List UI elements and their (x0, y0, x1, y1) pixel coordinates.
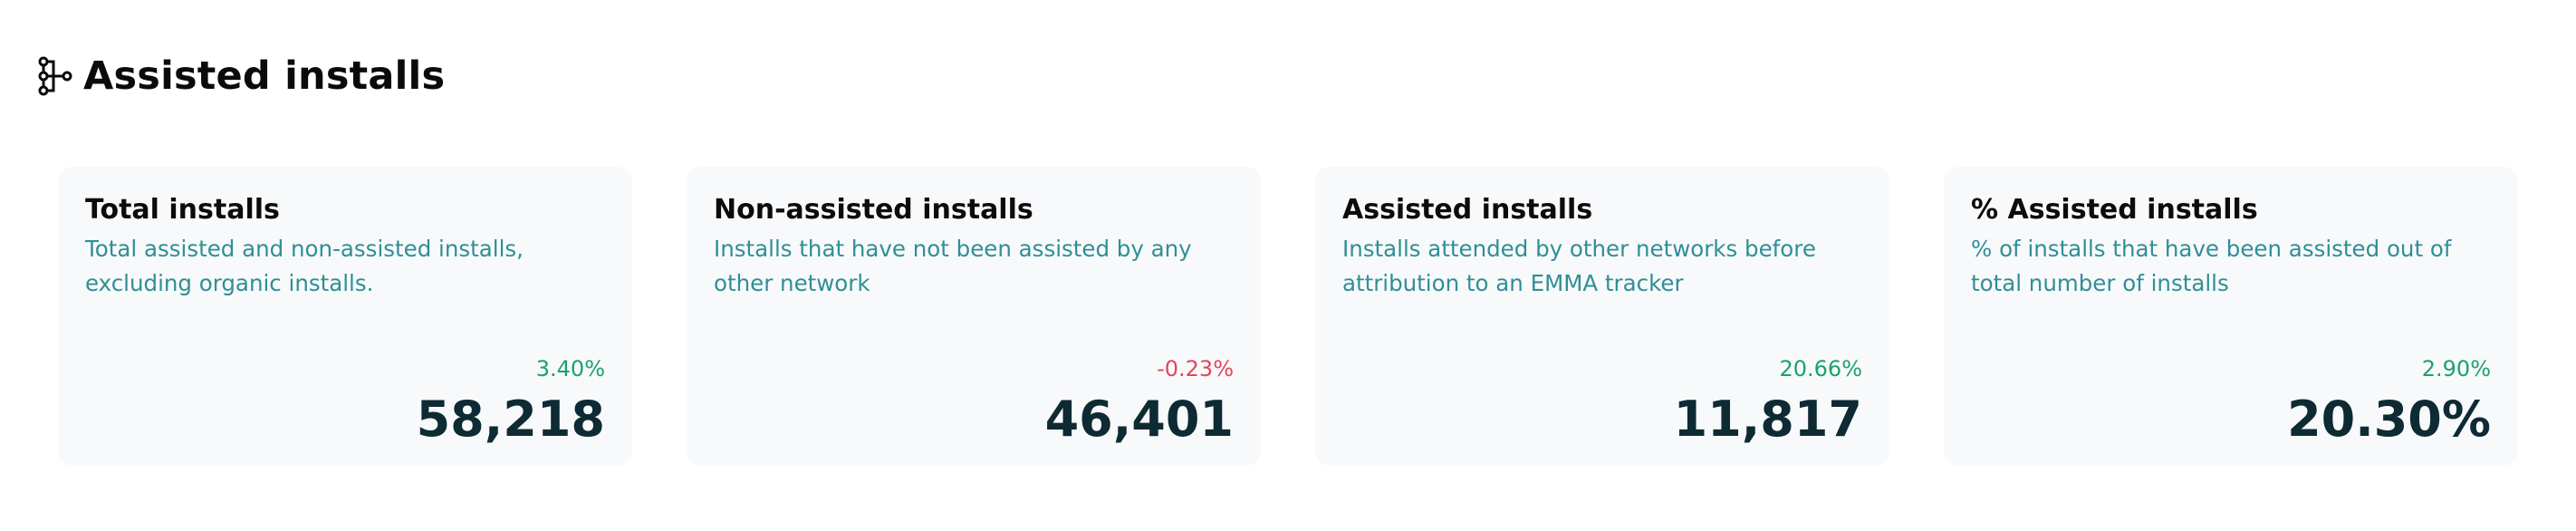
section-header: Assisted installs (36, 49, 445, 103)
card-description: Installs attended by other networks befo… (1342, 236, 1816, 296)
card-title: Assisted installs (1342, 194, 1593, 226)
card-title: Total installs (85, 194, 280, 226)
change-percentage: -0.23% (1157, 356, 1234, 381)
kpi-card-percent-assisted-installs: % Assisted installs % of installs that h… (1944, 167, 2518, 466)
change-percentage: 20.66% (1779, 356, 1862, 381)
kpi-value: 46,401 (1044, 391, 1234, 448)
change-percentage: 2.90% (2421, 356, 2491, 381)
card-description: % of installs that have been assisted ou… (1971, 236, 2452, 296)
network-tree-icon (36, 56, 74, 96)
kpi-card-assisted-installs: Assisted installs Installs attended by o… (1315, 167, 1889, 466)
kpi-cards: Total installs Total assisted and non-as… (58, 167, 2520, 466)
card-title: Non-assisted installs (714, 194, 1033, 226)
kpi-value: 58,218 (416, 391, 605, 448)
card-description: Installs that have not been assisted by … (714, 236, 1192, 296)
kpi-card-total-installs: Total installs Total assisted and non-as… (58, 167, 632, 466)
page-title: Assisted installs (83, 53, 446, 99)
card-description: Total assisted and non-assisted installs… (85, 236, 524, 296)
kpi-card-non-assisted-installs: Non-assisted installs Installs that have… (687, 167, 1261, 466)
card-title: % Assisted installs (1971, 194, 2258, 226)
change-percentage: 3.40% (535, 356, 605, 381)
kpi-value: 11,817 (1673, 391, 1862, 448)
kpi-value: 20.30% (2287, 391, 2491, 448)
